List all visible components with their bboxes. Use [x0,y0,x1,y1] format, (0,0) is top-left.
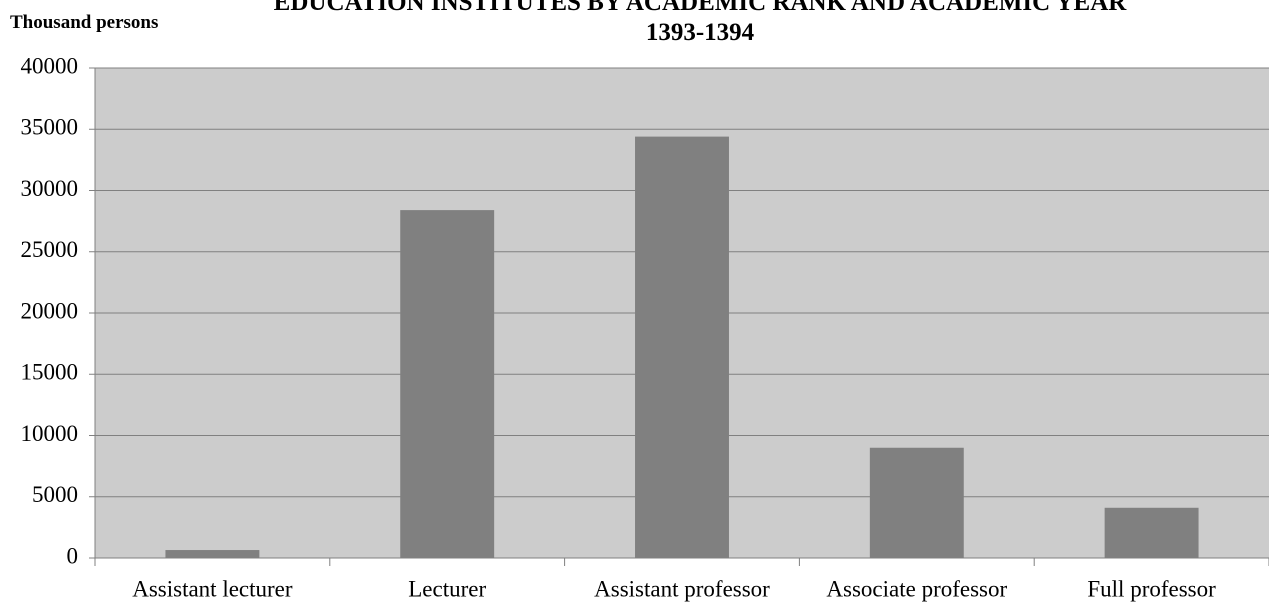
y-tick-label: 30000 [21,176,79,201]
y-tick-label: 20000 [21,298,79,323]
y-tick-label: 15000 [21,360,79,385]
chart-title: EDUCATION INSTITUTES BY ACADEMIC RANK AN… [273,0,1127,46]
x-tick-label: Lecturer [408,576,486,601]
y-tick-label: 25000 [21,237,79,262]
y-tick-label: 5000 [32,482,78,507]
x-tick-label: Full professor [1087,576,1216,601]
bar [165,550,260,558]
bar [1104,507,1199,558]
bar [635,136,729,558]
y-tick-label: 0 [67,543,79,568]
x-tick-label: Associate professor [826,576,1007,601]
y-tick-label: 40000 [21,53,79,78]
x-tick-label: Assistant professor [594,576,770,601]
bar [400,210,495,558]
bar [869,447,964,558]
y-tick-label: 10000 [21,421,79,446]
y-tick-label: 35000 [21,115,79,140]
x-tick-label: Assistant lecturer [132,576,293,601]
y-axis-label: Thousand persons [10,12,159,33]
